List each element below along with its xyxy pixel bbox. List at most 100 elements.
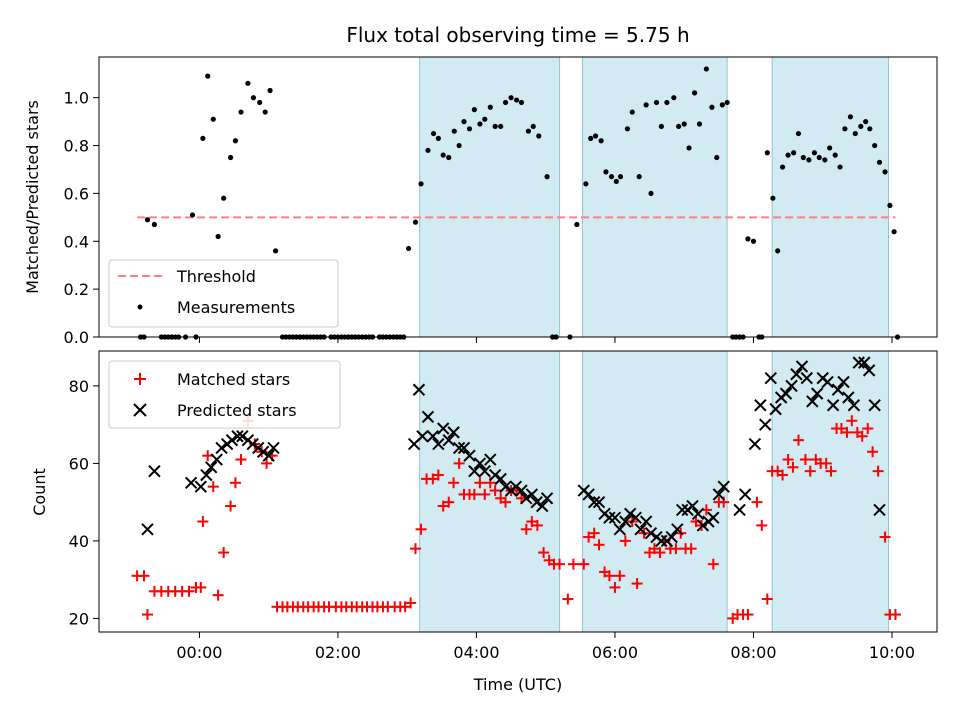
measurement-point <box>867 126 873 132</box>
measurement-point <box>676 123 682 130</box>
matched-star-point <box>225 500 237 512</box>
matched-star-point <box>432 469 444 481</box>
matched-star-point <box>578 558 590 570</box>
measurement-point <box>806 157 812 163</box>
measurements-points <box>137 66 901 340</box>
x-axis-label: Time (UTC) <box>473 675 562 694</box>
predicted-star-point <box>210 453 223 466</box>
measurement-point <box>719 102 725 108</box>
predicted-star-point <box>509 480 523 493</box>
matched-star-point <box>554 558 566 570</box>
legend-predicted-label: Predicted stars <box>177 401 297 420</box>
bottom-legend: Matched stars Predicted stars <box>108 360 341 429</box>
measurement-point <box>887 202 893 208</box>
measurement-point <box>205 73 211 79</box>
predicted-star-point <box>540 492 554 505</box>
matched-star-point <box>261 457 273 469</box>
chart-title: Flux total observing time = 5.75 h <box>346 23 689 47</box>
measurement-point <box>487 104 493 110</box>
predicted-star-point <box>826 399 840 412</box>
measurement-point <box>847 114 854 120</box>
matched-star-point <box>804 465 816 477</box>
bottom-shaded-interval-2 <box>771 350 890 633</box>
predicted-star-point <box>613 523 627 536</box>
predicted-star-point <box>515 484 528 497</box>
measurement-point <box>245 80 251 86</box>
matched-star-point <box>879 531 891 543</box>
predicted-star-point <box>582 488 595 501</box>
measurement-point <box>750 238 757 244</box>
measurement-point <box>692 90 698 96</box>
matched-star-point <box>197 516 209 528</box>
measurement-point <box>714 154 720 161</box>
predicted-star-point <box>457 441 471 455</box>
measurement-point <box>858 123 864 130</box>
measurement-point <box>832 152 838 158</box>
measurement-point <box>872 142 878 149</box>
predicted-star-point <box>754 399 767 412</box>
predicted-star-point <box>691 507 705 520</box>
measurement-point <box>262 109 268 115</box>
predicted-star-point <box>421 410 435 424</box>
matched-star-point <box>415 523 427 535</box>
top-y-tick-label: 1.0 <box>64 89 89 108</box>
measurement-point <box>536 133 542 139</box>
measurement-point <box>430 130 437 137</box>
matched-star-point <box>437 500 449 512</box>
predicted-star-point <box>821 375 834 389</box>
measurement-point <box>151 221 158 228</box>
matched-star-point <box>212 589 224 601</box>
measurement-point <box>770 195 776 201</box>
matched-star-point <box>782 454 794 466</box>
predicted-star-point <box>759 418 772 431</box>
measurement-point <box>267 87 273 94</box>
predicted-star-point <box>484 453 497 466</box>
measurement-point <box>200 135 206 141</box>
predicted-star-point <box>525 488 539 501</box>
matched-star-point <box>670 543 682 555</box>
top-x-ticks <box>198 337 893 343</box>
measurement-point <box>418 181 424 187</box>
predicted-star-point <box>530 495 543 509</box>
matched-star-point <box>531 519 543 531</box>
matched-star-point <box>141 609 153 621</box>
predicted-star-point <box>499 480 512 493</box>
matched-star-point <box>479 488 491 500</box>
matched-star-point <box>862 423 874 435</box>
measurement-point <box>703 66 709 72</box>
matched-star-point <box>742 609 754 621</box>
measurement-point <box>477 121 483 127</box>
measurement-point <box>144 217 151 223</box>
measurement-point <box>827 145 833 151</box>
top-shaded-intervals <box>419 56 890 338</box>
predicted-star-point <box>831 383 845 396</box>
measurement-point <box>636 174 642 180</box>
measurement-point <box>891 229 897 235</box>
top-y-tick-label: 0.4 <box>64 232 89 251</box>
matched-star-point <box>787 461 799 473</box>
measurement-point <box>709 104 715 110</box>
measurement-point <box>800 154 806 161</box>
predicted-star-point <box>225 433 239 447</box>
bottom-shaded-interval-0 <box>419 350 561 633</box>
matched-star-point <box>685 543 697 555</box>
measurement-point <box>837 164 843 170</box>
predicted-points <box>141 356 886 548</box>
predicted-star-point <box>488 468 502 482</box>
matched-star-point <box>448 477 460 489</box>
predicted-star-point <box>587 495 601 509</box>
bottom-x-ticks: 00:00 02:00 04:00 06:00 08:00 10:00 <box>176 632 915 662</box>
x-tick-label: 10:00 <box>869 643 915 662</box>
top-legend: Threshold Measurements <box>108 259 339 328</box>
measurement-point <box>791 150 797 156</box>
predicted-star-point <box>204 461 218 474</box>
x-tick-label: 08:00 <box>730 643 776 662</box>
measurement-point <box>863 119 869 125</box>
measurement-point <box>471 107 477 113</box>
measurement-point <box>232 138 239 144</box>
predicted-star-point <box>858 356 871 369</box>
bottom-legend-box <box>108 360 341 429</box>
predicted-star-point <box>707 511 720 524</box>
matched-star-point <box>410 543 422 555</box>
matched-star-point <box>820 457 832 469</box>
